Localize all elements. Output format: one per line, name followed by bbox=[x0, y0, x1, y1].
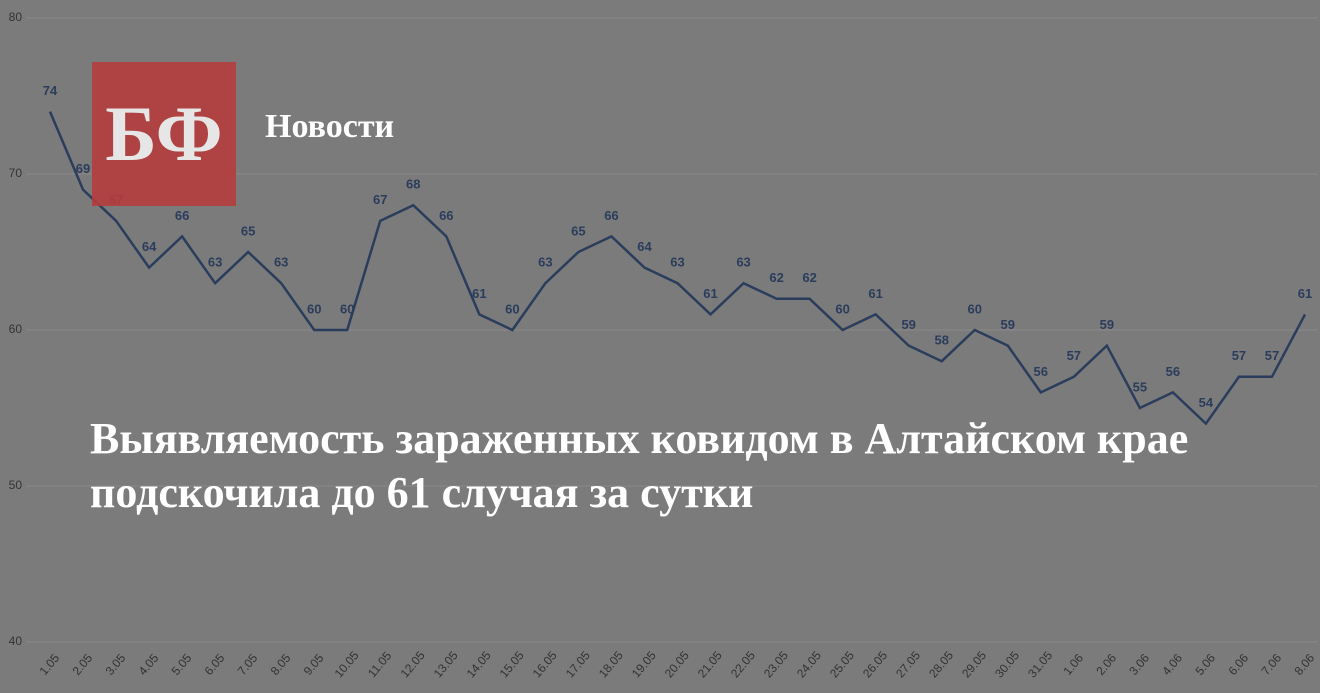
data-label: 59 bbox=[1001, 317, 1015, 332]
data-label: 60 bbox=[835, 301, 849, 316]
x-tick-label: 3.06 bbox=[1126, 651, 1152, 678]
x-tick-label: 26.05 bbox=[860, 648, 890, 680]
data-label: 64 bbox=[637, 239, 652, 254]
data-label: 54 bbox=[1199, 395, 1214, 410]
x-tick-label: 30.05 bbox=[992, 648, 1022, 680]
x-tick-label: 11.05 bbox=[365, 649, 395, 681]
x-tick-label: 4.06 bbox=[1159, 651, 1185, 678]
data-label: 63 bbox=[208, 255, 222, 270]
data-label: 59 bbox=[1100, 317, 1114, 332]
x-tick-label: 3.05 bbox=[103, 651, 129, 678]
data-label: 65 bbox=[571, 223, 585, 238]
x-tick-label: 29.05 bbox=[959, 648, 989, 680]
y-tick-label: 80 bbox=[9, 10, 23, 24]
data-label: 59 bbox=[901, 317, 915, 332]
x-tick-label: 7.05 bbox=[235, 651, 261, 678]
data-label: 67 bbox=[373, 192, 387, 207]
data-label: 61 bbox=[1298, 286, 1312, 301]
data-label: 69 bbox=[76, 161, 90, 176]
data-label: 65 bbox=[241, 223, 255, 238]
x-tick-label: 1.05 bbox=[36, 651, 62, 678]
data-label: 63 bbox=[736, 255, 750, 270]
data-label: 64 bbox=[142, 239, 157, 254]
logo: БФ bbox=[92, 62, 236, 206]
y-tick-label: 50 bbox=[9, 478, 23, 492]
x-tick-label: 16.05 bbox=[530, 648, 560, 680]
x-tick-label: 23.05 bbox=[761, 648, 791, 680]
x-tick-label: 31.05 bbox=[1025, 648, 1055, 680]
data-label: 60 bbox=[307, 301, 321, 316]
data-label: 57 bbox=[1067, 348, 1081, 363]
data-label: 66 bbox=[175, 208, 189, 223]
data-label: 55 bbox=[1133, 379, 1147, 394]
data-label: 66 bbox=[439, 208, 453, 223]
x-tick-label: 22.05 bbox=[728, 648, 758, 680]
x-tick-label: 15.05 bbox=[497, 648, 527, 680]
x-tick-label: 12.05 bbox=[398, 648, 428, 680]
x-tick-label: 27.05 bbox=[893, 648, 923, 680]
data-label: 74 bbox=[43, 83, 58, 98]
x-tick-label: 28.05 bbox=[926, 648, 956, 680]
data-label: 61 bbox=[472, 286, 486, 301]
data-label: 62 bbox=[802, 270, 816, 285]
data-label: 66 bbox=[604, 208, 618, 223]
data-label: 56 bbox=[1034, 364, 1048, 379]
data-label: 61 bbox=[703, 286, 717, 301]
y-tick-label: 60 bbox=[9, 322, 23, 336]
x-tick-label: 4.05 bbox=[136, 651, 162, 678]
x-tick-label: 9.05 bbox=[301, 651, 327, 678]
data-label: 62 bbox=[769, 270, 783, 285]
data-label: 63 bbox=[670, 255, 684, 270]
x-tick-label: 5.05 bbox=[169, 651, 195, 678]
data-label: 63 bbox=[274, 255, 288, 270]
y-tick-label: 70 bbox=[9, 166, 23, 180]
x-tick-label: 8.05 bbox=[268, 651, 294, 678]
x-tick-label: 13.05 bbox=[431, 648, 461, 680]
y-tick-label: 40 bbox=[9, 634, 23, 648]
x-tick-label: 10.05 bbox=[332, 648, 362, 680]
x-tick-label: 2.06 bbox=[1093, 651, 1119, 678]
section-label: Новости bbox=[265, 108, 395, 145]
x-tick-label: 6.05 bbox=[202, 651, 228, 678]
data-label: 61 bbox=[868, 286, 882, 301]
data-label: 68 bbox=[406, 177, 420, 192]
x-tick-label: 19.05 bbox=[629, 648, 659, 680]
x-tick-label: 18.05 bbox=[596, 648, 626, 680]
x-tick-label: 7.06 bbox=[1258, 651, 1284, 678]
x-tick-label: 20.05 bbox=[662, 648, 692, 680]
x-tick-label: 17.05 bbox=[563, 648, 593, 680]
data-label: 57 bbox=[1232, 348, 1246, 363]
x-tick-label: 5.06 bbox=[1192, 651, 1218, 678]
x-tick-label: 1.06 bbox=[1060, 651, 1086, 678]
x-tick-label: 6.06 bbox=[1225, 651, 1251, 678]
headline: Выявляемость зараженных ковидом в Алтайс… bbox=[90, 414, 1189, 517]
data-label: 57 bbox=[1265, 348, 1279, 363]
data-label: 60 bbox=[340, 301, 354, 316]
x-tick-label: 21.05 bbox=[695, 648, 725, 680]
data-label: 60 bbox=[505, 301, 519, 316]
data-label: 63 bbox=[538, 255, 552, 270]
data-label: 58 bbox=[934, 333, 948, 348]
line bbox=[48, 111, 1307, 426]
x-tick-label: 25.05 bbox=[827, 648, 857, 680]
x-tick-label: 2.05 bbox=[70, 651, 96, 678]
data-label: 56 bbox=[1166, 364, 1180, 379]
data-label: 60 bbox=[968, 301, 982, 316]
x-tick-label: 24.05 bbox=[794, 648, 824, 680]
x-tick-label: 14.05 bbox=[464, 648, 494, 680]
x-tick-label: 8.06 bbox=[1291, 651, 1317, 678]
